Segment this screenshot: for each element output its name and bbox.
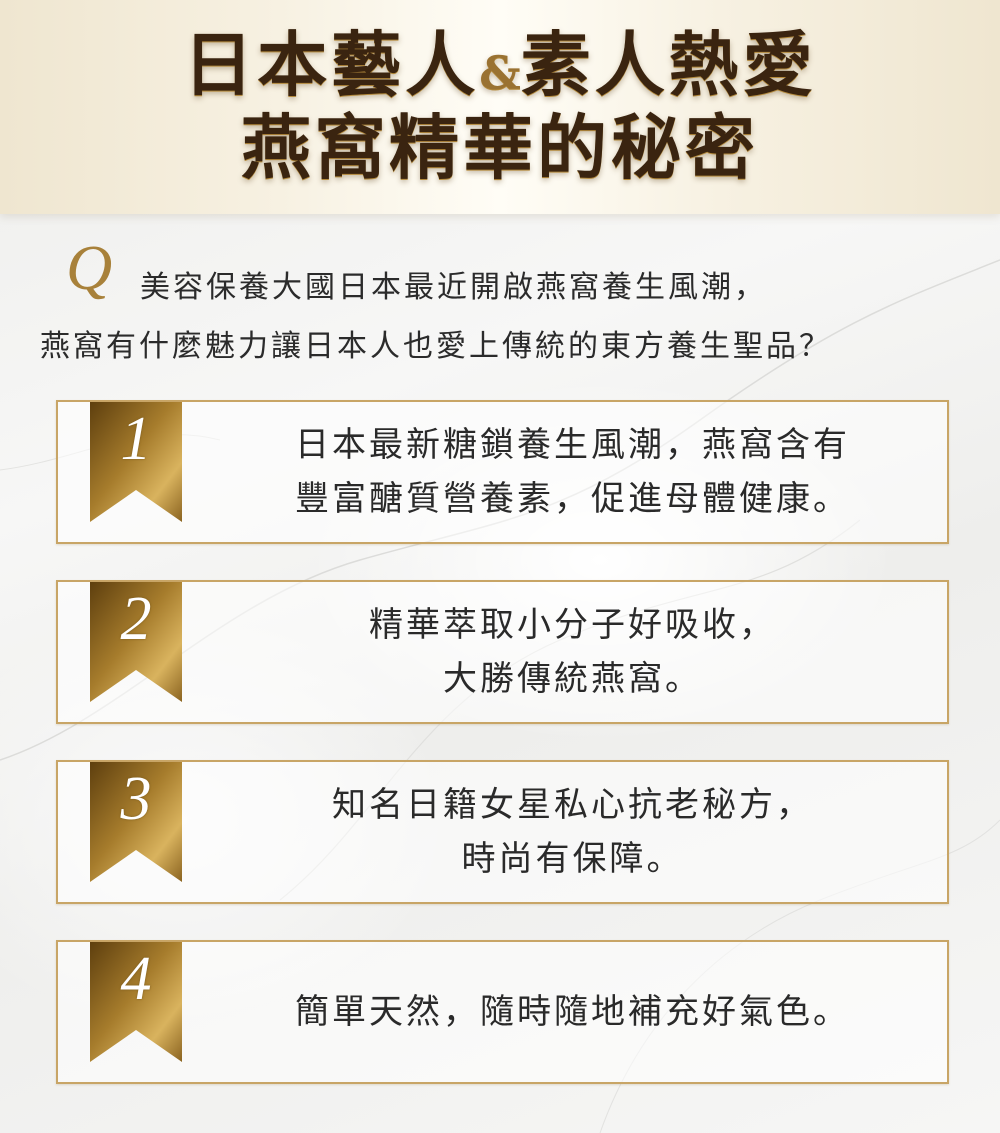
point-card-1: 1 日本最新糖鎖養生風潮，燕窩含有 豐富醣質營養素，促進母體健康。 xyxy=(56,400,949,544)
point-2-line-1: 精華萃取小分子好吸收， xyxy=(369,604,776,645)
point-number-4: 4 xyxy=(120,945,152,1013)
point-number-2: 2 xyxy=(120,585,152,653)
point-2-line-2: 大勝傳統燕窩。 xyxy=(443,659,702,699)
question-line-1: 美容保養大國日本最近開啟燕窩養生風潮， xyxy=(140,270,767,305)
point-text-1: 日本最新糖鎖養生風潮，燕窩含有 豐富醣質營養素，促進母體健康。 xyxy=(218,402,927,542)
title-ampersand: & xyxy=(479,46,521,100)
point-number-3: 3 xyxy=(120,765,152,833)
point-4-line-1: 簡單天然，隨時隨地補充好氣色。 xyxy=(295,991,850,1032)
point-text-3: 知名日籍女星私心抗老秘方， 時尚有保障。 xyxy=(218,762,927,902)
question-mark-letter: Q xyxy=(66,232,113,303)
point-text-2: 精華萃取小分子好吸收， 大勝傳統燕窩。 xyxy=(218,582,927,722)
point-card-3: 3 知名日籍女星私心抗老秘方， 時尚有保障。 xyxy=(56,760,949,904)
point-1-line-2: 豐富醣質營養素，促進母體健康。 xyxy=(295,479,850,519)
point-1-line-1: 日本最新糖鎖養生風潮，燕窩含有 xyxy=(295,424,850,465)
title-line-2: 燕窩精華的秘密 xyxy=(241,106,759,189)
ribbon-badge-2: 2 xyxy=(90,582,182,702)
title-banner: 日本藝人&素人熱愛 燕窩精華的秘密 xyxy=(0,0,1000,214)
point-number-1: 1 xyxy=(120,405,152,473)
point-card-2: 2 精華萃取小分子好吸收， 大勝傳統燕窩。 xyxy=(56,580,949,724)
point-3-line-2: 時尚有保障。 xyxy=(461,839,684,879)
point-card-4: 4 簡單天然，隨時隨地補充好氣色。 xyxy=(56,940,949,1084)
ribbon-badge-3: 3 xyxy=(90,762,182,882)
point-3-line-1: 知名日籍女星私心抗老秘方， xyxy=(332,784,813,825)
title-line-1: 日本藝人&素人熱愛 xyxy=(0,30,1000,100)
title-text-b: 素人熱愛 xyxy=(520,23,817,106)
question-line-2: 燕窩有什麼魅力讓日本人也愛上傳統的東方養生聖品？ xyxy=(40,329,832,364)
title-text-a: 日本藝人 xyxy=(183,23,480,106)
ribbon-badge-4: 4 xyxy=(90,942,182,1062)
point-text-4: 簡單天然，隨時隨地補充好氣色。 xyxy=(218,942,927,1082)
ribbon-badge-1: 1 xyxy=(90,402,182,522)
